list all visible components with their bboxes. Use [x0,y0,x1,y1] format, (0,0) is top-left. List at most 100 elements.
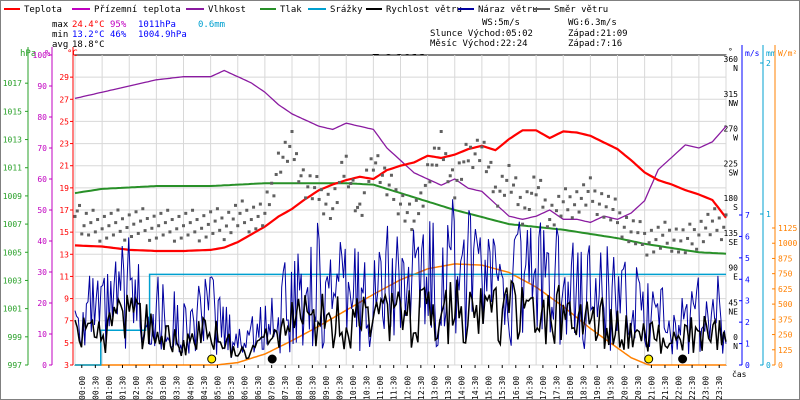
x-tick-label: 18:00 [566,376,575,400]
series-wind-direction-point [236,224,240,228]
series-wind-direction-point [385,193,389,197]
dir-axis-tick-label: 270 [724,125,739,134]
series-wind-direction-point [267,203,271,207]
series-wind-direction-point [534,193,538,197]
series-wind-direction-point [175,227,179,231]
series-wind-direction-point [457,161,461,165]
x-tick-label: 18:30 [580,376,589,400]
series-wind-direction-point [105,236,109,240]
series-wind-direction-point [410,228,414,232]
series-wind-direction-point [200,226,204,230]
series-wind-direction-point [243,221,247,225]
series-wind-direction-point [482,140,486,144]
pct-axis-tick-label: 50 [37,206,47,215]
series-wind-direction-point [252,205,256,209]
x-tick-label: 12:30 [417,376,426,400]
series-wind-direction-point [620,235,624,239]
stat-label-max: max [52,20,69,30]
legend-label-srazky: Srážky [330,5,363,15]
x-tick-label: 10:30 [363,376,372,400]
sun-axis-tick-label: 375 [778,315,793,324]
sun-axis-tick-label: 0 [778,361,783,370]
series-wind-direction-point [256,214,260,218]
series-wind-direction-point [116,208,120,212]
series-wind-direction-point [421,204,425,208]
series-wind-direction-point [152,214,156,218]
series-wind-direction-point [478,159,482,163]
series-wind-direction-point [704,226,708,230]
dir-axis-name: NE [728,307,738,316]
pct-axis-label: % [45,49,51,59]
sun-set-info: Západ:21:09 [568,29,628,39]
sun-event-icon [644,354,654,364]
series-wind-direction-point [360,213,364,217]
series-wind-direction-point [376,154,380,158]
rain-axis-tick-label: 1 [766,210,771,219]
sun-axis-label: W/m² [778,49,797,58]
series-wind-direction-point [426,163,430,167]
pct-axis-tick-label: 70 [37,144,47,153]
series-wind-direction-point [403,219,407,223]
series-wind-direction-point [423,183,427,187]
series-wind-direction-point [652,250,656,254]
series-solar-radiation [75,263,726,366]
x-tick-label: 16:30 [525,376,534,400]
series-wind-direction-point [322,212,326,216]
series-wind-direction-point [213,219,217,223]
series-wind-direction-point [500,174,504,178]
series-wind-direction-point [399,202,402,206]
series-wind-direction-point [509,190,513,194]
ms-axis-tick-label: 4 [745,275,750,284]
series-wind-direction-point [600,192,604,196]
series-wind-direction-point [683,251,687,255]
hpa-axis-label: hPa [20,49,36,59]
series-wind-direction-point [306,185,310,189]
rain-axis-label: mm [766,49,776,58]
series-wind-direction-point [383,166,387,170]
series-wind-direction-point [647,241,651,245]
series-wind-direction-point [548,218,552,222]
series-wind-direction-point [525,190,529,194]
series-wind-direction-point [367,179,371,183]
x-tick-label: 21:00 [647,376,656,400]
x-tick-label: 02:30 [146,376,155,400]
series-wind-direction-point [405,211,409,215]
series-wind-direction-point [414,198,418,202]
series-wind-direction-point [543,198,547,202]
series-wind-direction-point [369,157,373,161]
series-wind-direction-point [527,207,531,211]
series-wind-direction-point [297,180,301,184]
series-wind-direction-point [186,233,190,237]
series-wind-direction-point [290,130,294,133]
series-wind-direction-point [374,161,378,165]
x-tick-label: 04:30 [200,376,209,400]
series-wind-direction-point [460,177,464,181]
series-wind-direction-point [489,160,493,164]
series-wind-direction-point [177,214,181,218]
series-wind-direction-point [89,221,93,225]
series-wind-direction-point [84,211,88,215]
series-wind-direction-point [100,227,104,231]
series-wind-direction-point [638,220,642,224]
series-wind-direction-point [170,218,174,222]
x-tick-label: 03:00 [159,376,168,400]
hpa-axis-tick-label: 1007 [3,220,22,229]
temp-axis-tick-label: 11 [59,272,69,281]
series-wind-direction-point [188,221,192,225]
series-wind-direction-point [184,211,188,215]
pct-axis-tick-label: 60 [37,175,47,184]
series-wind-direction-point [157,224,161,228]
series-wind-direction-point [317,197,321,201]
series-wind-direction-point [579,196,583,200]
series-wind-direction-point [319,188,323,192]
series-wind-direction-point [484,170,488,174]
hpa-axis-tick-label: 1009 [3,192,22,201]
ms-axis-tick-label: 5 [745,254,750,263]
dir-axis-name: E [733,273,738,282]
series-wind-direction-point [333,187,337,191]
temp-axis-tick-label: 13 [59,250,69,259]
series-wind-direction-point [554,209,558,213]
rain-axis-tick-label: 0 [766,361,771,370]
series-wind-direction-point [656,225,660,229]
x-tick-label: 11:30 [390,376,399,400]
